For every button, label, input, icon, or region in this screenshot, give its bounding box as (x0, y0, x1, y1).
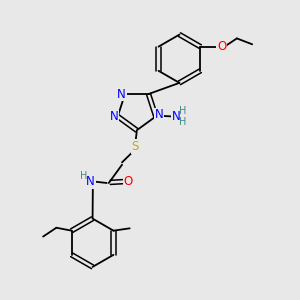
Text: O: O (123, 175, 133, 188)
Text: S: S (132, 140, 139, 153)
Text: H: H (178, 106, 186, 116)
Text: N: N (172, 110, 181, 123)
Text: N: N (155, 109, 164, 122)
Text: N: N (110, 110, 118, 123)
Text: H: H (178, 117, 186, 127)
Text: N: N (117, 88, 126, 100)
Text: N: N (86, 175, 95, 188)
Text: O: O (217, 40, 226, 53)
Text: H: H (80, 171, 88, 181)
